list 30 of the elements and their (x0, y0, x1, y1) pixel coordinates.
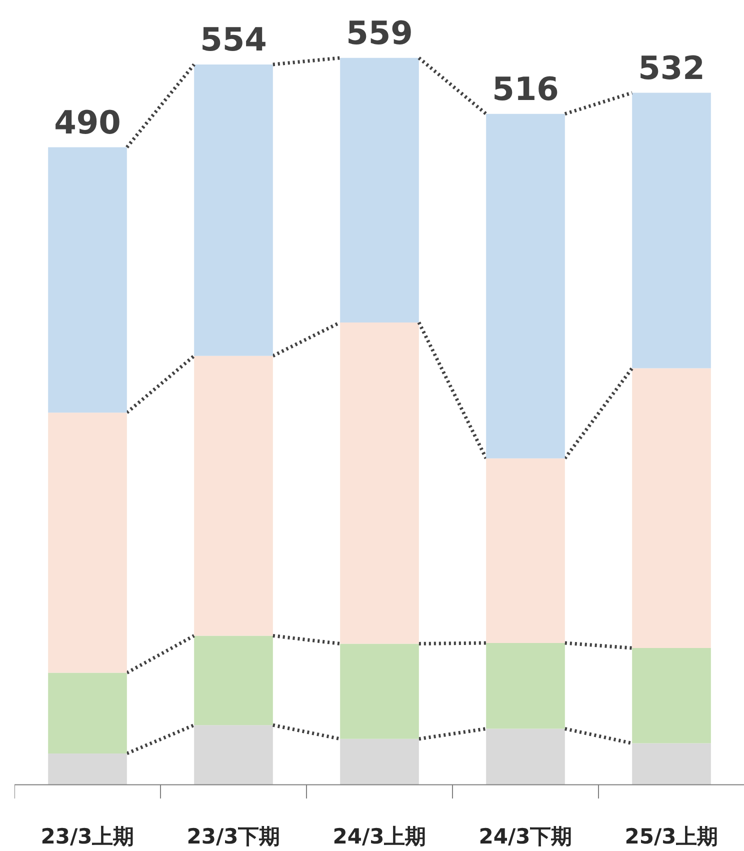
bar (340, 644, 419, 739)
bar (48, 147, 127, 413)
annotation: 532 (638, 48, 705, 87)
x-tick-label: 24/3下期 (478, 824, 572, 848)
x-tick-label: 23/3下期 (186, 824, 280, 848)
text: 559 (346, 14, 413, 52)
x-tick-label: 23/3上期 (40, 824, 134, 848)
annotation: 490 (54, 103, 121, 142)
bar (340, 58, 419, 322)
bar (340, 322, 419, 644)
bar (194, 64, 273, 356)
x-tick-label: 25/3上期 (624, 824, 718, 848)
bar (632, 368, 711, 648)
bar (632, 648, 711, 744)
bar (486, 458, 565, 643)
bar (486, 642, 565, 729)
bar (48, 753, 127, 785)
x-tick-label: 24/3上期 (332, 824, 426, 848)
bar (194, 636, 273, 726)
bar (486, 114, 565, 458)
bar (48, 672, 127, 754)
annotation: 554 (200, 20, 267, 58)
bar (48, 412, 127, 673)
bar (194, 356, 273, 636)
annotation: 516 (492, 70, 559, 108)
bar (194, 725, 273, 785)
bar (632, 92, 711, 368)
bar (340, 738, 419, 785)
bar (486, 728, 565, 785)
bar (632, 743, 711, 785)
